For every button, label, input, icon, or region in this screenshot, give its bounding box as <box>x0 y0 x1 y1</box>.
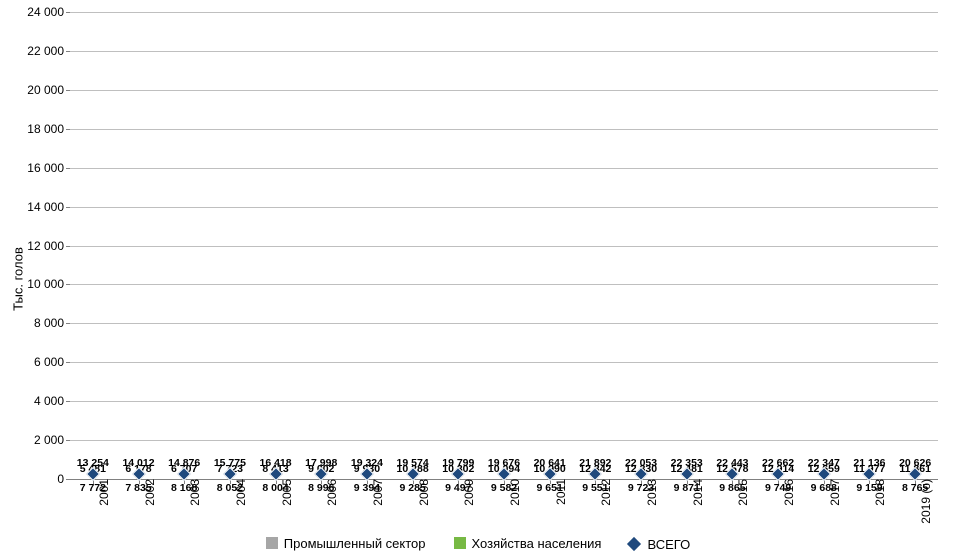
bar-segment-label: 8 996 <box>308 482 334 494</box>
bar-segment-label: 9 497 <box>445 482 471 494</box>
bar-segment-label: 7 835 <box>125 482 151 494</box>
plot-area: 02 0004 0006 0008 00010 00012 00014 0001… <box>70 12 938 480</box>
total-label: 15 775 <box>214 457 246 469</box>
legend-label: Хозяйства населения <box>472 536 602 551</box>
y-tick-label: 18 000 <box>27 122 70 136</box>
total-label: 16 418 <box>260 457 292 469</box>
bar-segment-label: 9 871 <box>674 482 700 494</box>
y-axis-label: Тыс. голов <box>11 247 26 311</box>
bar-segment-label: 7 772 <box>80 482 106 494</box>
y-tick-label: 24 000 <box>27 5 70 19</box>
bar-segment-label: 9 159 <box>856 482 882 494</box>
legend: Промышленный сектор Хозяйства населения ВС… <box>0 536 956 553</box>
total-label: 22 347 <box>808 457 840 469</box>
y-tick-label: 12 000 <box>27 239 70 253</box>
bar-segment-label: 9 865 <box>719 482 745 494</box>
legend-swatch <box>454 537 466 549</box>
y-tick-label: 2 000 <box>34 433 70 447</box>
bar-segment-label: 9 394 <box>354 482 380 494</box>
bar-segment-label: 8 765 <box>902 482 928 494</box>
total-label: 21 136 <box>853 457 885 469</box>
y-tick-label: 20 000 <box>27 83 70 97</box>
bar-segment-label: 8 168 <box>171 482 197 494</box>
y-tick-label: 10 000 <box>27 277 70 291</box>
total-label: 14 876 <box>168 457 200 469</box>
bar-segment-label: 9 582 <box>491 482 517 494</box>
legend-item: ВСЕГО <box>629 537 690 552</box>
total-label: 14 012 <box>122 457 154 469</box>
total-label: 19 799 <box>442 457 474 469</box>
total-label: 19 574 <box>397 457 429 469</box>
bar-segment-label: 9 551 <box>582 482 608 494</box>
y-tick-label: 14 000 <box>27 200 70 214</box>
total-label: 17 998 <box>305 457 337 469</box>
bar-segment-label: 9 688 <box>811 482 837 494</box>
bar-segment-label: 8 052 <box>217 482 243 494</box>
legend-item: Промышленный сектор <box>266 536 426 551</box>
total-label: 22 443 <box>716 457 748 469</box>
bar-segment-label: 8 004 <box>262 482 288 494</box>
legend-item: Хозяйства населения <box>454 536 602 551</box>
legend-label: ВСЕГО <box>647 537 690 552</box>
total-label: 20 626 <box>899 457 931 469</box>
bar-segment-label: 9 651 <box>537 482 563 494</box>
legend-swatch <box>266 537 278 549</box>
legend-label: Промышленный сектор <box>284 536 426 551</box>
chart-container: Тыс. голов 02 0004 0006 0008 00010 00012… <box>0 0 956 558</box>
legend-diamond-icon <box>627 537 641 551</box>
total-label: 21 892 <box>579 457 611 469</box>
total-label: 22 053 <box>625 457 657 469</box>
y-tick-label: 6 000 <box>34 355 70 369</box>
total-label: 22 353 <box>671 457 703 469</box>
total-label: 22 662 <box>762 457 794 469</box>
y-tick-label: 22 000 <box>27 44 70 58</box>
bar-segment-label: 9 749 <box>765 482 791 494</box>
y-tick-label: 8 000 <box>34 316 70 330</box>
bar-segment-label: 9 723 <box>628 482 654 494</box>
total-label: 13 254 <box>77 457 109 469</box>
y-tick-label: 16 000 <box>27 161 70 175</box>
total-label: 19 324 <box>351 457 383 469</box>
total-label: 19 676 <box>488 457 520 469</box>
bar-segment-label: 9 285 <box>399 482 425 494</box>
total-label: 20 641 <box>534 457 566 469</box>
y-tick-label: 4 000 <box>34 394 70 408</box>
